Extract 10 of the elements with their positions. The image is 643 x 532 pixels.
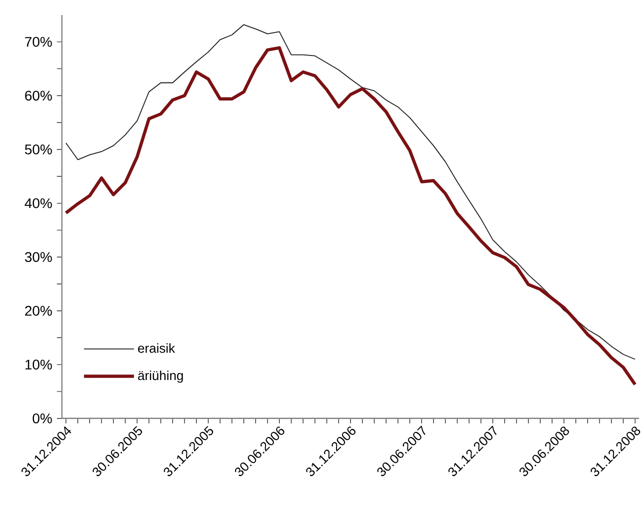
y-tick-label: 70% [25,36,52,47]
y-tick-label: 0% [32,413,52,424]
y-tick-label: 20% [25,306,52,316]
y-tick-label: 10% [25,360,52,370]
y-tick-label: 40% [24,198,52,208]
y-tick-label: 30% [24,252,52,262]
legend-label: eraisik [138,343,176,353]
y-tick-label: 60% [25,90,52,100]
legend-label: äriühing [138,370,183,383]
y-tick-label: 50% [24,144,52,154]
